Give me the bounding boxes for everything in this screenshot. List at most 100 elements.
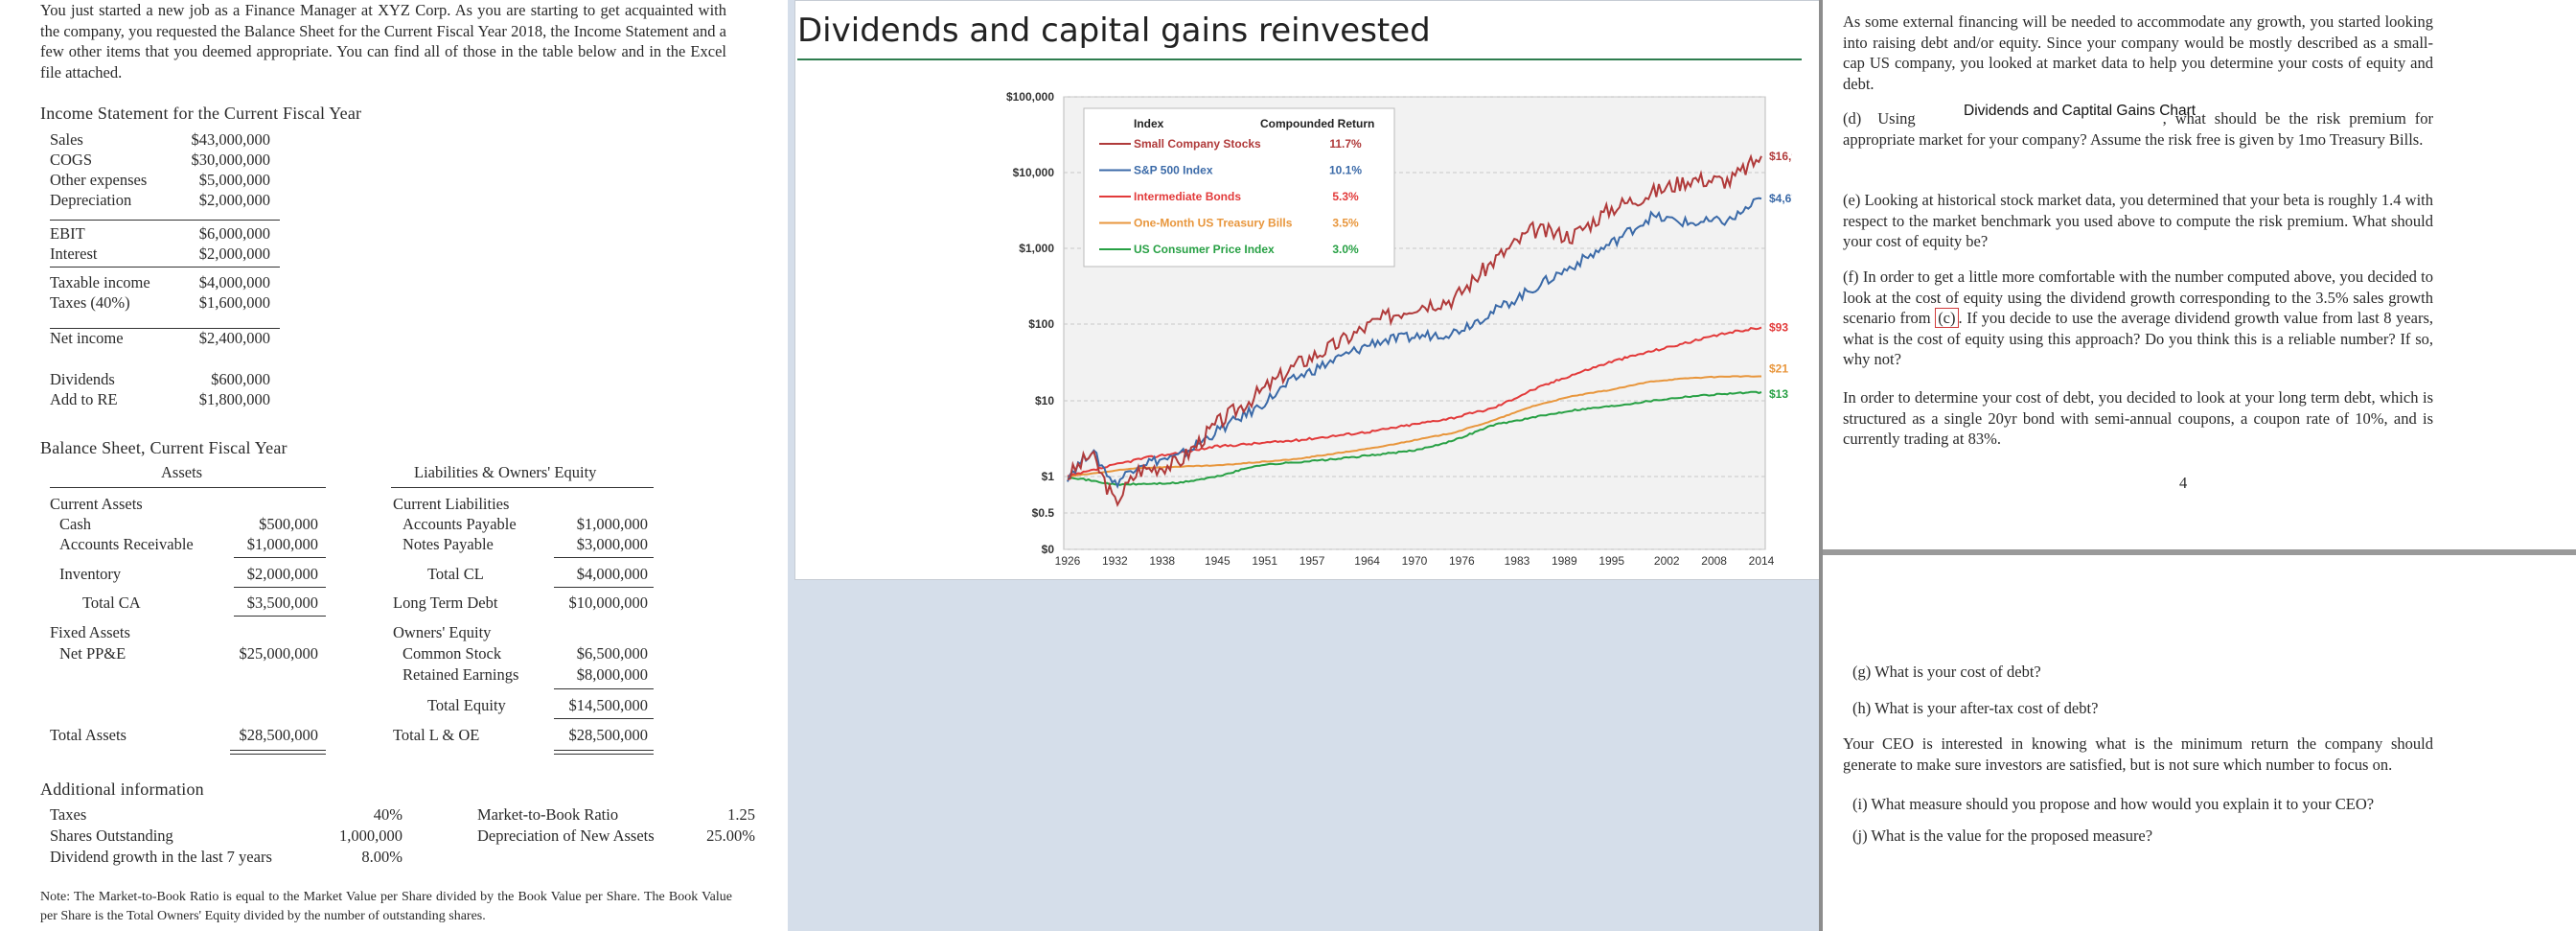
- series-line: [1067, 390, 1762, 486]
- question-f-pre: (f) In order to get a little more comfor…: [1843, 268, 2433, 327]
- ltd-label: Long Term Debt: [393, 594, 498, 612]
- page-separator: [1823, 549, 2576, 555]
- legend-return: 3.5%: [1332, 217, 1359, 230]
- cash-value: $500,000: [259, 515, 318, 533]
- legend-label: S&P 500 Index: [1134, 164, 1213, 177]
- series-line: [1067, 197, 1762, 489]
- inventory-label: Inventory: [59, 565, 122, 583]
- question-h: (h) What is your after-tax cost of debt?: [1852, 699, 2099, 717]
- legend-return: 11.7%: [1329, 137, 1362, 151]
- y-tick-label: $100: [1028, 317, 1054, 331]
- question-d: (d) Using Dividends and Captital Gains C…: [1843, 103, 2433, 150]
- total-assets-label: Total Assets: [50, 726, 126, 744]
- x-tick-label: 1951: [1252, 554, 1277, 568]
- y-tick-label: $1: [1042, 470, 1055, 483]
- income-row-value: $1,800,000: [198, 390, 270, 408]
- slide-title: Dividends and capital gains reinvested: [797, 12, 1431, 50]
- income-row-label: Add to RE: [50, 390, 118, 408]
- income-row-label: Other expenses: [50, 171, 148, 189]
- divider: [554, 557, 654, 558]
- cash-label: Cash: [59, 515, 91, 533]
- income-row-value: $43,000,000: [191, 130, 271, 149]
- series-end-label: $16,976: [1769, 150, 1792, 163]
- divider: [50, 220, 280, 221]
- liabilities-header: Liabilities & Owners' Equity: [414, 463, 597, 481]
- panel-divider[interactable]: [1819, 0, 1824, 931]
- retained-earnings-label: Retained Earnings: [402, 665, 519, 684]
- balance-sheet-title: Balance Sheet, Current Fiscal Year: [40, 438, 288, 457]
- legend-label: One-Month US Treasury Bills: [1134, 217, 1293, 230]
- income-row-value: $2,000,000: [198, 191, 270, 209]
- legend-label: US Consumer Price Index: [1134, 243, 1275, 256]
- common-stock-label: Common Stock: [402, 644, 502, 663]
- income-row-value: $6,000,000: [198, 224, 270, 243]
- current-liabilities-label: Current Liabilities: [393, 495, 510, 513]
- divider: [554, 587, 654, 588]
- y-tick-label: $10: [1035, 394, 1054, 407]
- common-stock-value: $6,500,000: [576, 644, 648, 663]
- x-tick-label: 2002: [1654, 554, 1680, 568]
- ap-label: Accounts Payable: [402, 515, 517, 533]
- total-ca-value: $3,500,000: [246, 594, 318, 612]
- x-tick-label: 1938: [1149, 554, 1175, 568]
- x-tick-label: 1945: [1205, 554, 1230, 568]
- legend-label: Intermediate Bonds: [1134, 190, 1241, 203]
- shares-value: 1,000,000: [339, 826, 402, 845]
- x-tick-label: 1926: [1055, 554, 1081, 568]
- income-row-value: $2,400,000: [198, 329, 270, 347]
- ceo-paragraph: Your CEO is interested in knowing what i…: [1843, 734, 2433, 774]
- income-row-value: $5,000,000: [198, 171, 270, 189]
- x-tick-label: 2008: [1701, 554, 1727, 568]
- x-tick-label: 2014: [1749, 554, 1775, 568]
- np-value: $3,000,000: [576, 535, 648, 553]
- income-row-value: $2,000,000: [198, 244, 270, 263]
- inventory-value: $2,000,000: [246, 565, 318, 583]
- y-tick-label: $0: [1042, 543, 1055, 556]
- ar-label: Accounts Receivable: [59, 535, 194, 553]
- additional-info-title: Additional information: [40, 780, 204, 799]
- series-end-label: $21: [1769, 362, 1788, 376]
- page-number: 4: [2179, 474, 2188, 492]
- x-tick-label: 1964: [1354, 554, 1380, 568]
- question-j: (j) What is the value for the proposed m…: [1852, 826, 2153, 845]
- series-end-label: $4,673: [1769, 192, 1792, 205]
- total-assets-value: $28,500,000: [239, 726, 319, 744]
- question-d-post: , what should be the risk premium for ap…: [1843, 109, 2433, 149]
- income-row-value: $30,000,000: [191, 151, 271, 169]
- question-c-reference[interactable]: (c): [1935, 308, 1959, 328]
- legend-header-index: Index: [1134, 117, 1164, 130]
- debt-paragraph: In order to determine your cost of debt,…: [1843, 388, 2433, 448]
- fixed-assets-label: Fixed Assets: [50, 623, 130, 641]
- note: Note: The Market-to-Book Ratio is equal …: [40, 890, 732, 923]
- dep-label: Depreciation of New Assets: [477, 826, 655, 845]
- series-line: [1067, 153, 1762, 508]
- divider: [554, 688, 654, 689]
- total-cl-label: Total CL: [427, 565, 484, 583]
- total-l-oe-label: Total L & OE: [393, 726, 480, 744]
- chart-link[interactable]: Dividends and Captital Gains Chart: [1964, 103, 2196, 119]
- intro-paragraph: You just started a new job as a Finance …: [40, 1, 726, 81]
- mtb-label: Market-to-Book Ratio: [477, 805, 619, 824]
- income-row-label: Sales: [50, 130, 83, 149]
- question-e: (e) Looking at historical stock market d…: [1843, 191, 2433, 250]
- y-tick-label: $0.5: [1032, 506, 1055, 520]
- x-tick-label: 1976: [1449, 554, 1475, 568]
- question-d-label: (d): [1843, 109, 1862, 128]
- x-tick-label: 1932: [1102, 554, 1128, 568]
- y-tick-label: $10,000: [1013, 166, 1055, 179]
- series-line: [1067, 375, 1761, 478]
- divider: [554, 718, 654, 719]
- x-tick-label: 1970: [1402, 554, 1428, 568]
- question-i: (i) What measure should you propose and …: [1852, 795, 2375, 813]
- ap-value: $1,000,000: [576, 515, 648, 533]
- income-row-label: Taxes (40%): [50, 293, 130, 312]
- divider: [50, 328, 280, 329]
- total-equity-value: $14,500,000: [568, 696, 649, 714]
- np-label: Notes Payable: [402, 535, 494, 553]
- double-underline: [554, 750, 654, 755]
- legend-label: Small Company Stocks: [1134, 137, 1261, 151]
- x-tick-label: 1983: [1505, 554, 1530, 568]
- ppe-label: Net PP&E: [59, 644, 126, 663]
- ar-value: $1,000,000: [246, 535, 318, 553]
- total-equity-label: Total Equity: [427, 696, 506, 714]
